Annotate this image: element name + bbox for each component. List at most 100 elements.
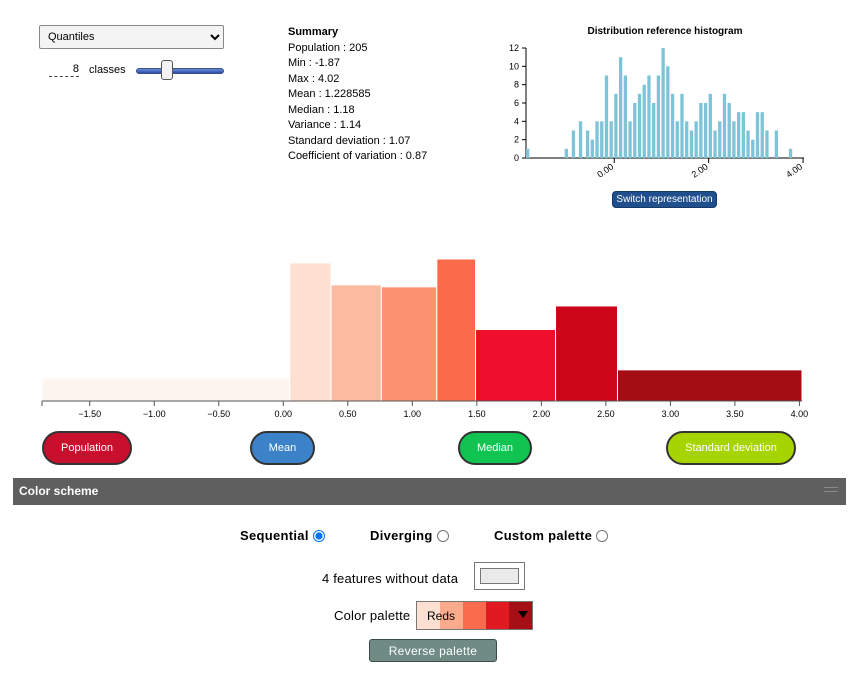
- main-x-tick-label: 2.00: [533, 409, 551, 419]
- summary-population: Population : 205: [288, 41, 368, 54]
- ref-hist-bar: [578, 121, 583, 158]
- ref-hist-bar: [774, 130, 779, 158]
- ref-hist-bar: [741, 112, 746, 158]
- ref-x-tick-label: 2.00: [690, 161, 710, 179]
- ref-y-tick-label: 2: [514, 135, 519, 145]
- class-bar[interactable]: [616, 369, 803, 402]
- sequential-label: Sequential: [240, 528, 309, 543]
- no-data-color-picker[interactable]: [474, 562, 525, 590]
- ref-hist-bar: [699, 103, 703, 158]
- ref-y-tick-label: 6: [514, 98, 519, 108]
- ref-hist-bar: [614, 93, 618, 158]
- ref-hist-bar: [746, 130, 750, 158]
- classes-label: classes: [89, 64, 126, 76]
- mean-button[interactable]: Mean: [250, 431, 315, 465]
- ref-x-tick-label: 0.00: [595, 161, 615, 179]
- class-bar[interactable]: [330, 284, 382, 402]
- ref-y-tick-label: 8: [514, 80, 519, 90]
- color-scheme-header[interactable]: Color scheme: [13, 478, 846, 505]
- classes-slider[interactable]: [136, 68, 224, 74]
- summary-max: Max : 4.02: [288, 72, 340, 85]
- ref-hist-bar: [736, 112, 741, 158]
- diverging-radio[interactable]: [436, 530, 449, 542]
- ref-hist-bar: [680, 93, 684, 158]
- ref-y-tick-label: 12: [509, 43, 519, 53]
- color-palette-select[interactable]: Reds: [416, 601, 533, 630]
- ref-x-tick-label: 4.00: [784, 161, 804, 179]
- custom-palette-label: Custom palette: [494, 528, 593, 543]
- class-bar[interactable]: [475, 329, 557, 402]
- custom-palette-option[interactable]: Custom palette: [494, 528, 609, 543]
- class-bar[interactable]: [289, 262, 332, 402]
- chevron-down-icon[interactable]: [518, 611, 528, 618]
- main-x-tick-label: 3.50: [726, 409, 744, 419]
- summary-min: Min : -1.87: [288, 57, 340, 69]
- no-data-color-swatch: [480, 568, 519, 584]
- ref-hist-bar: [685, 121, 689, 158]
- summary-mean: Mean : 1.228585: [288, 88, 371, 100]
- ref-hist-bar: [661, 48, 665, 158]
- class-bar[interactable]: [436, 258, 477, 402]
- ref-hist-bar: [788, 148, 793, 158]
- ref-hist-bar: [652, 103, 656, 158]
- main-x-tick-label: 0.50: [339, 409, 357, 419]
- main-x-tick-label: −1.00: [143, 409, 166, 419]
- summary-std: Standard deviation : 1.07: [288, 134, 411, 147]
- ref-hist-bar: [564, 148, 569, 158]
- ref-hist-bar: [708, 93, 712, 158]
- palette-swatch: [463, 602, 486, 629]
- classification-method-select[interactable]: Quantiles: [39, 25, 224, 49]
- ref-hist-bar: [609, 121, 613, 158]
- ref-hist-bar: [670, 93, 675, 158]
- standard-deviation-button[interactable]: Standard deviation: [666, 431, 796, 465]
- palette-swatch: [486, 602, 509, 629]
- ref-hist-bar: [600, 121, 604, 158]
- ref-hist-bar: [618, 57, 623, 158]
- ref-hist-bar: [732, 121, 736, 158]
- summary-cv: Coefficient of variation : 0.87: [288, 150, 428, 162]
- summary-median: Median : 1.18: [288, 103, 355, 116]
- class-bar[interactable]: [380, 286, 438, 402]
- summary-panel: Summary Population : 205 Min : -1.87 Max…: [288, 25, 427, 165]
- ref-hist-bar: [571, 130, 576, 158]
- main-x-tick-label: 3.00: [662, 409, 680, 419]
- main-x-tick-label: −1.50: [78, 409, 101, 419]
- reverse-palette-button[interactable]: Reverse palette: [369, 639, 497, 662]
- ref-hist-bar: [628, 121, 632, 158]
- class-histogram-chart: −1.50 −1.00 −0.50 0.00 0.50 1.00 1.50 2.00 2.50 3…: [41, 258, 809, 419]
- switch-representation-button[interactable]: Switch representation: [612, 191, 717, 208]
- ref-hist-bar: [623, 75, 628, 158]
- ref-hist-bar: [755, 112, 760, 158]
- sequential-radio[interactable]: [312, 530, 325, 542]
- ref-hist-bar: [637, 93, 642, 158]
- color-palette-label: Color palette: [334, 608, 411, 623]
- summary-title: Summary: [288, 26, 339, 38]
- custom-palette-radio[interactable]: [596, 530, 609, 542]
- class-bar[interactable]: [555, 305, 618, 402]
- main-x-tick-label: 4.00: [791, 409, 809, 419]
- ref-hist-bar: [585, 130, 590, 158]
- ref-y-tick-label: 4: [514, 116, 519, 126]
- ref-y-tick-label: 10: [509, 61, 519, 71]
- population-button[interactable]: Population: [42, 431, 132, 465]
- ref-hist-bar: [590, 139, 594, 158]
- ref-hist-bar: [595, 121, 599, 158]
- reference-histogram-chart: 0 2 4 6 8 10 12 0.00 2.00 4.00: [509, 43, 804, 180]
- ref-hist-bar: [718, 121, 722, 158]
- classes-count-input[interactable]: [49, 62, 79, 77]
- ref-hist-bar: [642, 84, 646, 158]
- sequential-option[interactable]: Sequential: [240, 528, 325, 543]
- ref-y-tick-label: 0: [514, 153, 519, 163]
- diverging-option[interactable]: Diverging: [370, 528, 449, 543]
- reference-histogram-title: Distribution reference histogram: [587, 26, 743, 37]
- ref-hist-bar: [760, 112, 764, 158]
- ref-hist-bar: [675, 121, 679, 158]
- median-button[interactable]: Median: [458, 431, 532, 465]
- ref-hist-bar: [633, 103, 637, 158]
- collapse-handle-icon[interactable]: [824, 487, 838, 492]
- class-bar[interactable]: [41, 377, 291, 402]
- classes-slider-thumb[interactable]: [161, 60, 174, 80]
- color-scheme-title: Color scheme: [19, 484, 99, 498]
- ref-hist-bar: [656, 75, 661, 158]
- ref-hist-bar: [765, 130, 769, 158]
